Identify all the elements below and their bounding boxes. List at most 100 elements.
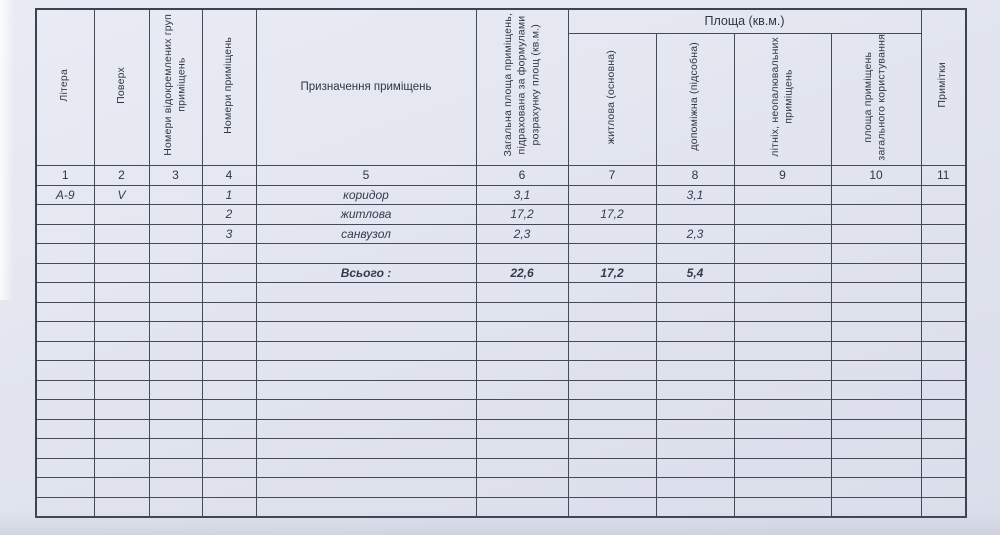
table-cell <box>35 379 95 401</box>
table-row <box>35 340 967 362</box>
table-cell <box>567 282 657 303</box>
table-cell <box>93 340 150 362</box>
table-cell: 17,2 <box>475 204 569 225</box>
table-cell: 22,6 <box>475 262 569 284</box>
col-number: 7 <box>567 164 657 186</box>
table-row <box>35 360 967 381</box>
col-header-group-numbers: Номери відокремлених груп приміщень <box>148 8 203 166</box>
table-cell: 2,3 <box>475 223 569 245</box>
table-cell <box>655 301 735 323</box>
table-row <box>35 282 967 303</box>
col-header-poverkh: Поверх <box>93 8 150 166</box>
table-cell <box>93 204 150 225</box>
table-cell <box>655 457 735 479</box>
table-cell <box>567 301 657 323</box>
table-cell <box>830 496 922 518</box>
table-cell <box>255 418 477 440</box>
table-cell <box>255 477 477 498</box>
table-cell <box>655 282 735 303</box>
table-cell <box>35 282 95 303</box>
table-cell <box>830 262 922 284</box>
col-header-purpose-label: Призначення приміщень <box>300 80 432 93</box>
table-cell <box>93 223 150 245</box>
table-cell <box>201 282 257 303</box>
table-row: 3 санвузол 2,3 2,3 <box>35 223 967 245</box>
table-cell <box>567 321 657 342</box>
table-cell <box>148 399 203 420</box>
col-header-summer-unheated-label: літніх, неопалювальних приміщень <box>768 36 795 157</box>
table-cell <box>733 360 832 381</box>
table-cell <box>93 321 150 342</box>
table-cell: житлова <box>255 204 477 225</box>
col-header-common-use: площа приміщень загального користування <box>830 32 922 166</box>
table-cell <box>255 360 477 381</box>
table-header: Літера Поверх Номери відокремлених груп … <box>35 8 967 186</box>
table-cell <box>733 204 832 225</box>
table-cell <box>475 243 569 264</box>
table-cell: 5,4 <box>655 262 735 284</box>
table-cell <box>567 243 657 264</box>
table-cell <box>920 379 967 401</box>
col-header-group-numbers-label: Номери відокремлених груп приміщень <box>161 14 188 156</box>
table-cell <box>830 243 922 264</box>
table-cell <box>255 321 477 342</box>
table-row <box>35 243 967 264</box>
table-cell <box>93 379 150 401</box>
table-cell <box>567 457 657 479</box>
col-number: 9 <box>733 164 832 186</box>
table-cell <box>148 223 203 245</box>
table-cell <box>920 262 967 284</box>
table-cell <box>148 301 203 323</box>
table-cell <box>93 496 150 518</box>
col-header-auxiliary-area-label: допоміжна (підсобна) <box>688 42 701 152</box>
table-cell <box>35 360 95 381</box>
table-cell <box>475 282 569 303</box>
table-cell <box>475 477 569 498</box>
table-cell <box>255 496 477 518</box>
table-cell <box>655 204 735 225</box>
table-cell <box>255 243 477 264</box>
table-cell <box>733 438 832 459</box>
col-number: 5 <box>255 164 477 186</box>
table-cell <box>830 321 922 342</box>
table-cell <box>733 457 832 479</box>
table-cell <box>475 457 569 479</box>
table-cell <box>201 438 257 459</box>
table-cell <box>35 243 95 264</box>
table-cell <box>255 282 477 303</box>
table-cell <box>475 360 569 381</box>
table-cell <box>655 340 735 362</box>
table-cell: V <box>93 184 150 206</box>
col-header-auxiliary-area: допоміжна (підсобна) <box>655 32 735 166</box>
table-cell <box>920 321 967 342</box>
table-cell <box>830 184 922 206</box>
col-number: 4 <box>201 164 257 186</box>
table-cell <box>830 301 922 323</box>
table-cell <box>93 243 150 264</box>
table-cell <box>475 399 569 420</box>
table-cell <box>733 301 832 323</box>
table-cell <box>567 360 657 381</box>
table-cell: 3 <box>201 223 257 245</box>
table-row <box>35 321 967 342</box>
table-cell: 1 <box>201 184 257 206</box>
table-cell <box>148 418 203 440</box>
col-header-purpose: Призначення приміщень <box>255 8 477 166</box>
table-cell <box>733 496 832 518</box>
table-cell <box>201 262 257 284</box>
table-cell <box>201 243 257 264</box>
col-header-living-area-label: житлова (основна) <box>605 49 618 144</box>
table-cell <box>475 379 569 401</box>
table-cell <box>148 457 203 479</box>
col-header-room-numbers: Номери приміщень <box>201 8 257 166</box>
table-cell <box>830 438 922 459</box>
table-cell <box>35 477 95 498</box>
col-number: 6 <box>475 164 569 186</box>
table-row <box>35 477 967 498</box>
table-cell <box>35 457 95 479</box>
table-cell <box>733 184 832 206</box>
table-cell <box>255 301 477 323</box>
col-number: 8 <box>655 164 735 186</box>
table-cell <box>920 204 967 225</box>
col-number: 3 <box>148 164 203 186</box>
